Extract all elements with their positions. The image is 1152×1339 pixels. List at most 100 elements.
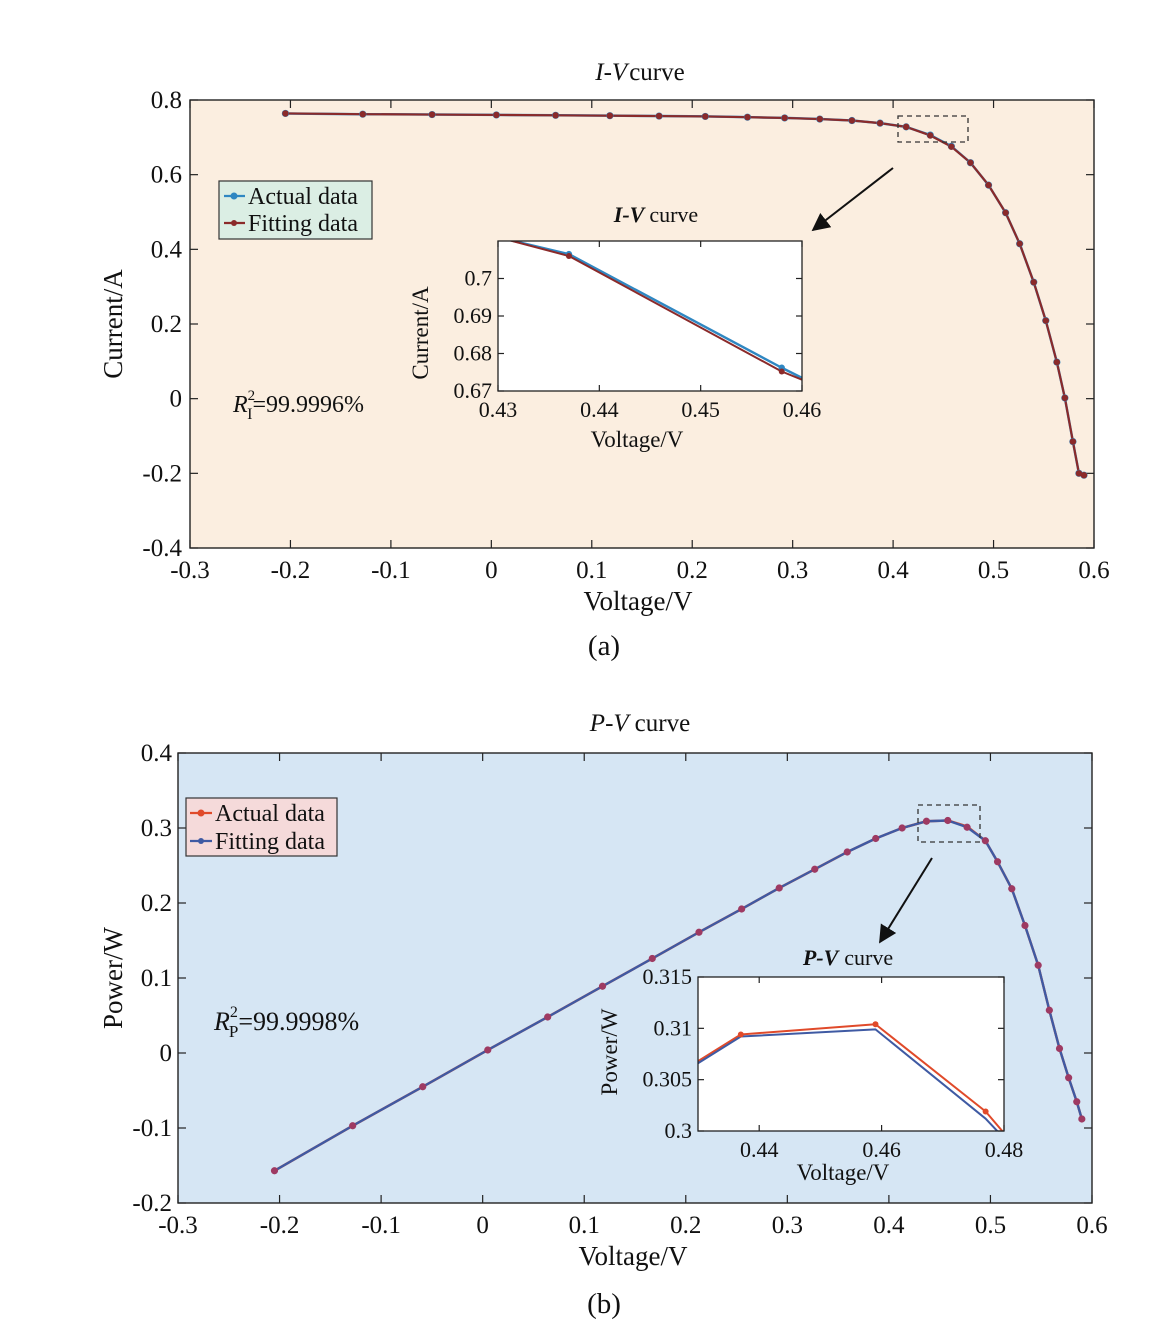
data-point [982,1108,989,1115]
x-tick-label: 0.1 [576,557,607,584]
data-point [1030,278,1037,286]
data-point [872,834,880,843]
panel-b-caption: (b) [587,1288,621,1320]
data-point [902,123,910,131]
data-point [1073,1098,1081,1106]
panel-b-inset-background [698,977,1004,1131]
y-tick-label: -0.4 [142,535,182,562]
data-point [963,823,971,831]
panel-b-inset-markers [737,1021,989,1115]
panel-a-inset-background [498,241,802,391]
panel-a-zoom-box [897,115,969,143]
panel-b-inset-frame [697,976,1005,1132]
data-point [1002,209,1009,216]
data-point [1053,358,1061,366]
data-point [1055,1044,1064,1053]
data-point [606,112,614,119]
data-point [744,113,751,121]
x-tick-label: 0.46 [783,397,822,422]
panel-b-legend-box [185,797,338,857]
y-tick-label: 0.7 [465,266,493,291]
data-point [359,110,366,118]
data-point [282,110,289,117]
x-tick-label: 0.6 [1076,1212,1107,1239]
legend-label-fitting-data: Fitting data [248,211,358,237]
x-tick-label: 0.46 [862,1137,901,1162]
x-tick-label: -0.3 [170,557,210,584]
data-point [1042,317,1049,324]
panel-b-ticks: -0.3 -0.2 -0.1 0 0.1 0.2 0.3 0.4 0.5 0.6-0.2-0.10… [132,740,1107,1239]
panel-b-frame [177,752,1093,1204]
data-point [775,884,783,892]
panel-a-ylabel: Current/A [98,269,128,379]
legend-label-actual-data: Actual data [215,801,325,827]
y-tick-label: 0 [160,1040,173,1067]
data-point [1021,921,1029,930]
x-tick-label: 0.2 [677,557,708,584]
x-tick-label: -0.1 [361,1212,401,1239]
data-point [898,824,906,832]
data-point [1034,961,1042,969]
panel-b-inset-ylabel: Power/W [597,1008,622,1095]
data-point [737,1031,744,1038]
data-point [1075,470,1083,477]
x-tick-label: 0.4 [873,1212,905,1239]
data-point [419,1083,427,1091]
data-point [655,112,663,120]
data-point [1061,394,1069,402]
data-point [816,115,823,123]
x-tick-label: 0.44 [740,1137,779,1162]
legend-marker-fitting-data [198,838,204,844]
panel-a-markers [281,109,1088,479]
panel-a-inset: 0.43 0.44 0.45 0.46 0.67 0.68 0.69 0.7 I-V curve… [408,202,821,452]
legend-label-fitting-data: Fitting data [215,829,325,855]
y-tick-label: -0.1 [132,1115,172,1142]
y-tick-label: -0.2 [132,1190,172,1217]
data-point [493,111,500,119]
panel-a-inset-title: I-V curve [613,202,698,227]
data-point [944,816,952,825]
data-point [552,112,559,119]
data-point [872,1021,879,1028]
data-point [993,858,1002,866]
data-point [1069,438,1077,445]
data-point [738,905,746,913]
data-point [1080,472,1088,479]
y-tick-label: 0.69 [454,303,493,328]
y-tick-label: 0.6 [151,162,182,189]
data-point [1008,885,1016,893]
x-tick-label: -0.1 [371,557,411,584]
data-point [848,117,856,124]
panel-a-inset-lines [508,241,802,381]
x-tick-label: 0.4 [877,557,909,584]
y-tick-label: 0 [170,386,183,413]
x-tick-label: -0.2 [260,1212,300,1239]
data-point [876,119,884,127]
data-point [349,1122,357,1130]
x-tick-label: 0 [485,557,498,584]
data-point [922,817,931,825]
y-tick-label: -0.2 [142,460,182,487]
panel-b-r-squared: R2 P=99.9998% [213,1004,359,1041]
y-tick-label: 0.68 [454,341,493,366]
panel-b-inset-ticks: 0.44 0.46 0.48 0.3 0.305 0.31 0.315 [643,964,1024,1162]
data-point [967,159,974,166]
data-point [778,368,785,375]
x-tick-label: 0.6 [1078,557,1109,584]
panel-b-markers [270,816,1086,1175]
panel-b: -0.3 -0.2 -0.1 0 0.1 0.2 0.3 0.4 0.5 0.6-0.2-0.10… [98,710,1108,1320]
data-point [270,1167,279,1175]
x-tick-label: 0.48 [985,1137,1024,1162]
data-point [648,954,656,963]
y-tick-label: 0.1 [141,965,172,992]
data-point [1045,1006,1053,1014]
x-tick-label: -0.3 [158,1212,198,1239]
panel-a-inset-xlabel: Voltage/V [591,427,684,452]
panel-b-ylabel: Power/W [98,927,128,1029]
x-tick-label: 0.3 [777,557,808,584]
panel-a-xlabel: Voltage/V [584,586,693,616]
data-point [843,848,851,856]
panel-b-zoom-box [917,804,981,843]
y-tick-label: 0.31 [654,1015,693,1040]
panel-b-zoom-arrow [879,857,933,944]
